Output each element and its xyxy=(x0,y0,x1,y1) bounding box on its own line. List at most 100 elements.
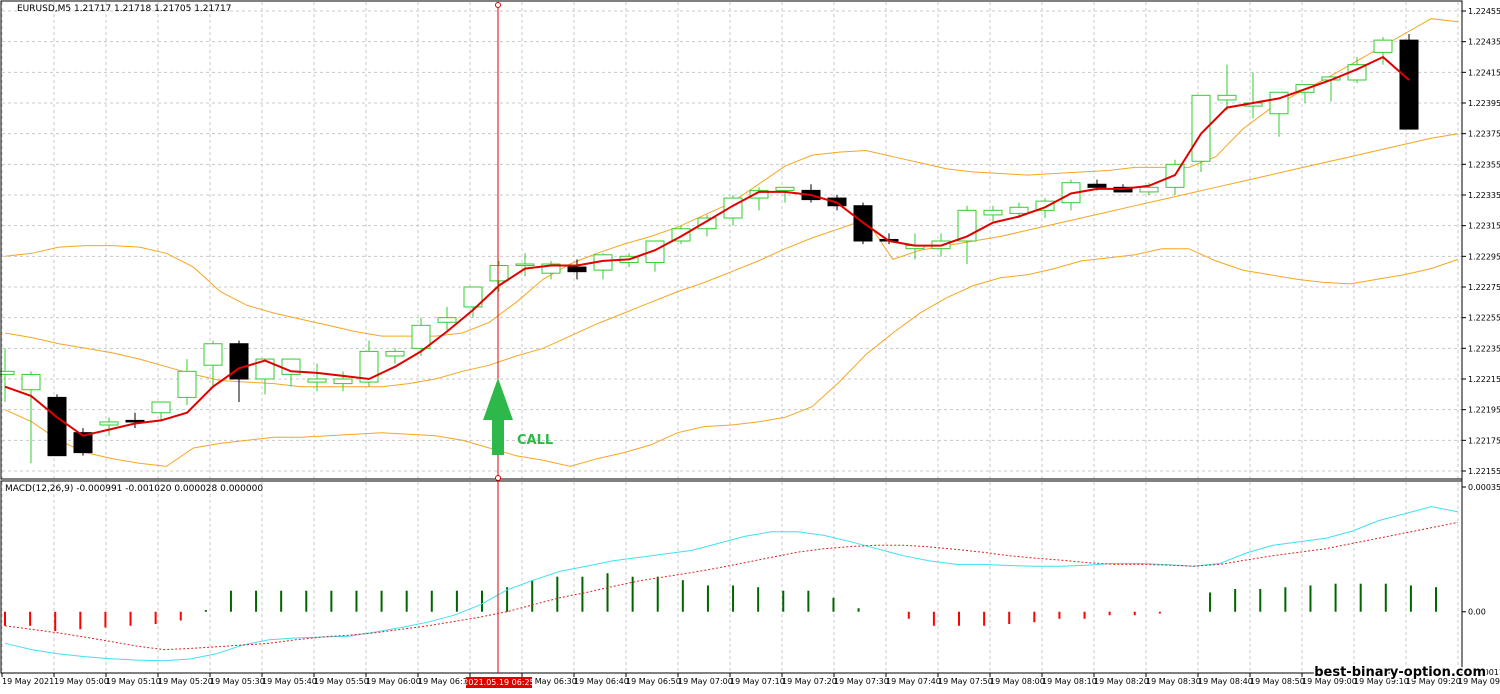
candle-bullish xyxy=(99,421,119,426)
candle-bearish xyxy=(47,396,67,457)
moving-average xyxy=(4,55,1410,437)
candle-bullish xyxy=(177,370,197,398)
candle-bullish xyxy=(1035,200,1055,211)
candle-bullish xyxy=(749,189,769,199)
macd-y-tick-label: 0.000356 xyxy=(1468,483,1500,492)
x-tick-label: 19 May 07:40 xyxy=(886,677,941,686)
y-tick-label: 1.22155 xyxy=(1468,467,1500,476)
cursor-time-box xyxy=(466,677,532,688)
x-tick-label: 19 May 07:00 xyxy=(678,677,733,686)
candle-bearish xyxy=(1087,183,1107,188)
candle-bullish xyxy=(541,263,561,274)
x-tick-label: 19 May 05:20 xyxy=(158,677,213,686)
macd-signal-line xyxy=(4,521,1459,651)
lower-band-line xyxy=(4,248,1459,467)
y-tick-label: 1.22335 xyxy=(1468,191,1500,200)
fast-ma-line xyxy=(4,55,1410,437)
y-tick-label: 1.22275 xyxy=(1468,283,1500,292)
x-tick-label: 19 May 05:10 xyxy=(106,677,161,686)
candle-bearish xyxy=(567,266,587,273)
candle-bullish xyxy=(359,350,379,383)
x-tick-label: 19 May 05:50 xyxy=(314,677,369,686)
y-tick-label: 1.22215 xyxy=(1468,375,1500,384)
x-tick-label: 19 May 2021 xyxy=(2,677,54,686)
candle-bullish xyxy=(1217,94,1237,101)
candle-bullish xyxy=(1009,206,1029,214)
x-tick-label: 19 May 06:40 xyxy=(574,677,629,686)
candle-bullish xyxy=(1139,186,1159,193)
candle-bullish xyxy=(515,263,535,266)
candle-bullish xyxy=(411,324,431,349)
y-tick-label: 1.22395 xyxy=(1468,99,1500,108)
x-tick-label: 19 May 08:50 xyxy=(1250,677,1305,686)
y-tick-label: 1.22295 xyxy=(1468,252,1500,261)
x-tick-label: 19 May 06:10 xyxy=(418,677,473,686)
cursor-handle-top xyxy=(495,2,501,8)
x-tick-label: 19 May 08:30 xyxy=(1146,677,1201,686)
x-tick-label: 19 May 08:10 xyxy=(1042,677,1097,686)
macd-indicator xyxy=(4,506,1459,662)
candle-bullish xyxy=(697,217,717,230)
candle-bullish xyxy=(1373,39,1393,53)
x-tick-label: 19 May 08:40 xyxy=(1198,677,1253,686)
candle-bullish xyxy=(463,286,483,308)
y-tick-label: 1.22315 xyxy=(1468,222,1500,231)
x-tick-label: 19 May 06:00 xyxy=(366,677,421,686)
candle-bullish xyxy=(255,358,275,380)
y-tick-label: 1.22455 xyxy=(1468,7,1500,16)
y-tick-label: 1.22435 xyxy=(1468,38,1500,47)
x-tick-label: 19 May 09:20 xyxy=(1406,677,1461,686)
candle-bullish xyxy=(307,378,327,383)
call-arrow-icon xyxy=(483,378,513,455)
candle-bullish xyxy=(489,265,509,282)
middle-band-line xyxy=(4,133,1459,388)
candle-bearish xyxy=(73,432,93,454)
axes: 1.22455 1.22435 1.22415 1.22395 1.22375 1.223… xyxy=(1,7,1500,686)
call-label: CALL xyxy=(517,433,553,448)
cursor-handle-bottom xyxy=(495,475,501,481)
x-tick-label: 19 May 05:40 xyxy=(262,677,317,686)
candle-bullish xyxy=(385,350,405,357)
x-tick-label: 19 May 07:20 xyxy=(782,677,837,686)
x-tick-label: 19 May 09:00 xyxy=(1302,677,1357,686)
x-tick-label: 19 May 08:00 xyxy=(990,677,1045,686)
x-tick-label: 19 May 09: xyxy=(1458,677,1500,686)
candle-bullish xyxy=(1191,94,1211,162)
candle-bullish xyxy=(645,240,665,263)
candle-bullish xyxy=(983,209,1003,216)
x-tick-label: 19 May 07:10 xyxy=(730,677,785,686)
cursor-time-label: 2021.05.19 06:25 xyxy=(463,678,534,687)
y-tick-label: 1.22235 xyxy=(1468,344,1500,353)
macd-panel-header: MACD(12,26,9) -0.000991 -0.001020 0.0000… xyxy=(5,484,263,494)
macd-y-tick-label: 0.00 xyxy=(1468,608,1486,617)
call-signal: CALL xyxy=(483,378,553,455)
watermark: best-binary-option.com xyxy=(1314,665,1486,680)
upper-band-line xyxy=(4,18,1459,337)
x-tick-label: 19 May 09:10 xyxy=(1354,677,1409,686)
y-tick-label: 1.22415 xyxy=(1468,68,1500,77)
grid xyxy=(1,2,1462,673)
candle-bullish xyxy=(0,370,15,375)
x-tick-label: 19 May 07:50 xyxy=(938,677,993,686)
x-tick-label: 19 May 08:20 xyxy=(1094,677,1149,686)
y-tick-label: 1.22255 xyxy=(1468,314,1500,323)
candle-bearish xyxy=(1399,39,1419,130)
y-tick-label: 1.22375 xyxy=(1468,130,1500,139)
candle-bearish xyxy=(229,343,249,380)
y-tick-label: 1.22175 xyxy=(1468,436,1500,445)
main-panel-header: EURUSD,M5 1.21717 1.21718 1.21705 1.2171… xyxy=(17,4,231,14)
candle-bullish xyxy=(203,343,223,366)
candle-bullish xyxy=(151,401,171,414)
x-tick-label: 19 May 05:00 xyxy=(54,677,109,686)
y-tick-label: 1.22355 xyxy=(1468,160,1500,169)
candles xyxy=(0,34,1419,464)
macd-panel-frame xyxy=(0,480,1463,674)
candle-bullish xyxy=(775,186,795,191)
candle-bullish xyxy=(333,378,353,385)
candle-bullish xyxy=(723,197,743,219)
x-tick-label: 19 May 06:30 xyxy=(522,677,577,686)
candle-bearish xyxy=(125,419,145,423)
x-tick-label: 19 May 05:30 xyxy=(210,677,265,686)
